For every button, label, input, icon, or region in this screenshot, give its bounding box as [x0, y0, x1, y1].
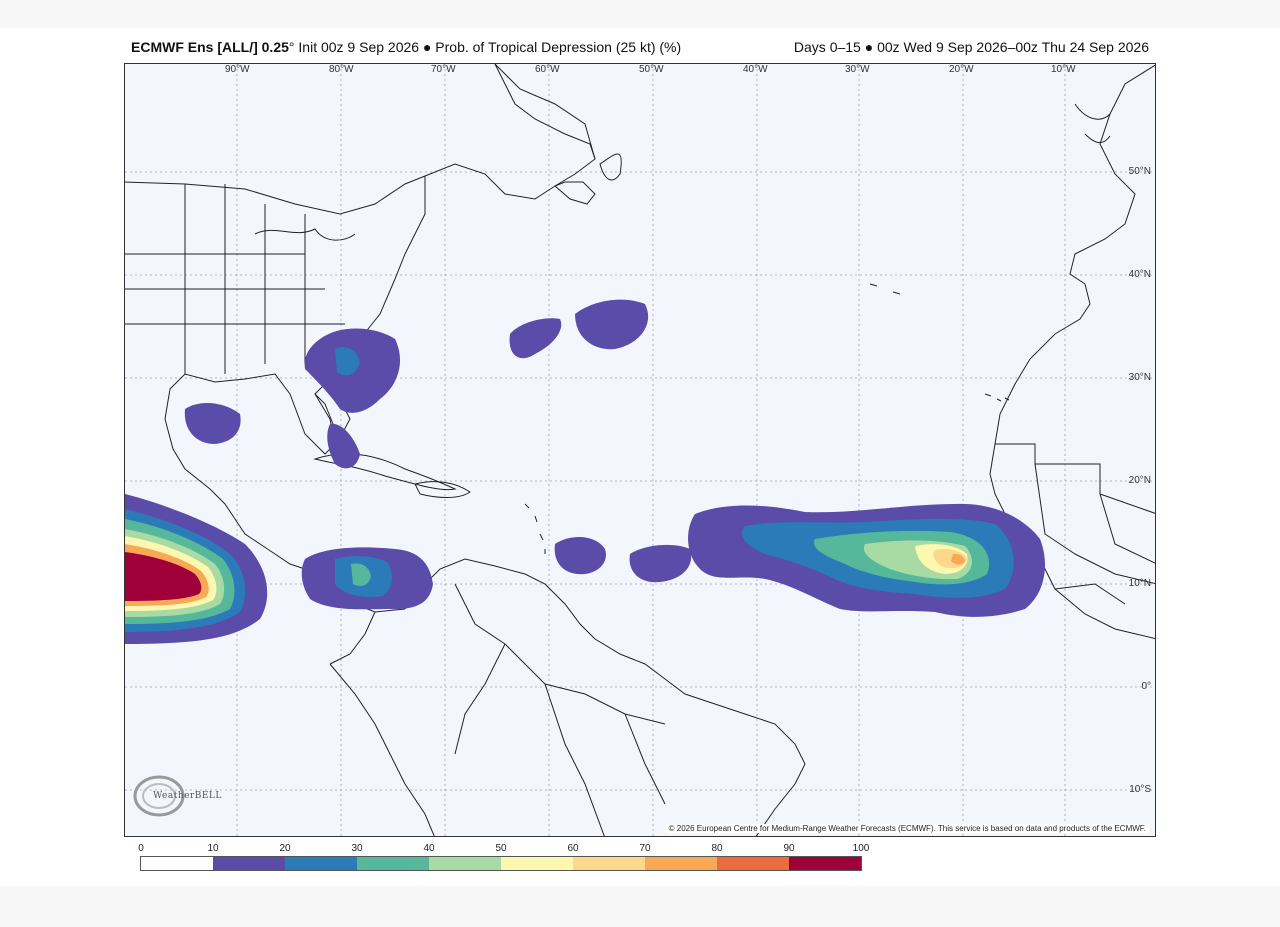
- degree-mark: °: [288, 39, 295, 55]
- colorbar-bin-6: [573, 857, 645, 870]
- bottom-band: [0, 886, 1280, 927]
- model-name: ECMWF Ens [ALL/] 0.25: [131, 39, 289, 55]
- lon-label-20w: 20°W: [949, 64, 974, 75]
- lon-label-50w: 50°W: [639, 64, 664, 75]
- lon-label-80w: 80°W: [329, 64, 354, 75]
- lat-label-40n: 40°N: [1128, 269, 1151, 280]
- colorbar-bin-0: [141, 857, 213, 870]
- lat-label-equator: 0°: [1141, 681, 1151, 692]
- probability-shading: [125, 299, 1045, 644]
- logo-swirl-icon: [133, 775, 185, 817]
- lat-label-50n: 50°N: [1128, 166, 1151, 177]
- logo-text: WeatherBELL: [153, 791, 222, 801]
- graticule: [125, 64, 1155, 836]
- init-description: Init 00z 9 Sep 2026 ● Prob. of Tropical …: [298, 39, 682, 55]
- top-band: [0, 0, 1280, 28]
- colorbar-bin-9: [789, 857, 861, 870]
- lon-label-30w: 30°W: [845, 64, 870, 75]
- map-canvas: [125, 64, 1155, 836]
- colorbar-tick-80: 80: [711, 843, 723, 854]
- colorbar: [140, 856, 862, 871]
- colorbar-tick-20: 20: [279, 843, 291, 854]
- lon-label-40w: 40°W: [743, 64, 768, 75]
- weatherbell-logo: WeatherBELL: [131, 774, 221, 818]
- colorbar-tick-50: 50: [495, 843, 507, 854]
- map-panel: 90°W 80°W 70°W 60°W 50°W 40°W 30°W 20°W …: [124, 63, 1156, 837]
- colorbar-tick-70: 70: [639, 843, 651, 854]
- colorbar-bin-2: [285, 857, 357, 870]
- lon-label-70w: 70°W: [431, 64, 456, 75]
- lat-label-20n: 20°N: [1128, 475, 1151, 486]
- chart-title: ECMWF Ens [ALL/] 0.25° Init 00z 9 Sep 20…: [131, 39, 681, 55]
- colorbar-tick-90: 90: [783, 843, 795, 854]
- colorbar-tick-40: 40: [423, 843, 435, 854]
- colorbar-tick-60: 60: [567, 843, 579, 854]
- lon-label-60w: 60°W: [535, 64, 560, 75]
- lat-label-10s: 10°S: [1129, 784, 1151, 795]
- colorbar-bin-1: [213, 857, 285, 870]
- colorbar-bin-4: [429, 857, 501, 870]
- colorbar-tick-100: 100: [852, 843, 870, 854]
- copyright-credit: © 2026 European Centre for Medium-Range …: [665, 824, 1149, 833]
- colorbar-tick-10: 10: [207, 843, 219, 854]
- lat-label-10n: 10°N: [1128, 578, 1151, 589]
- coastlines: [125, 64, 1155, 836]
- colorbar-tick-30: 30: [351, 843, 363, 854]
- lon-label-10w: 10°W: [1051, 64, 1076, 75]
- colorbar-bin-3: [357, 857, 429, 870]
- colorbar-bin-8: [717, 857, 789, 870]
- colorbar-tick-0: 0: [138, 843, 144, 854]
- colorbar-bin-5: [501, 857, 573, 870]
- lon-label-90w: 90°W: [225, 64, 250, 75]
- colorbar-bin-7: [645, 857, 717, 870]
- lat-label-30n: 30°N: [1128, 372, 1151, 383]
- valid-period: Days 0–15 ● 00z Wed 9 Sep 2026–00z Thu 2…: [793, 39, 1149, 55]
